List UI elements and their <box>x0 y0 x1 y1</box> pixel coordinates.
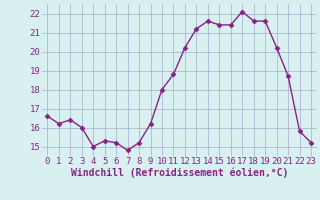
X-axis label: Windchill (Refroidissement éolien,°C): Windchill (Refroidissement éolien,°C) <box>70 168 288 178</box>
